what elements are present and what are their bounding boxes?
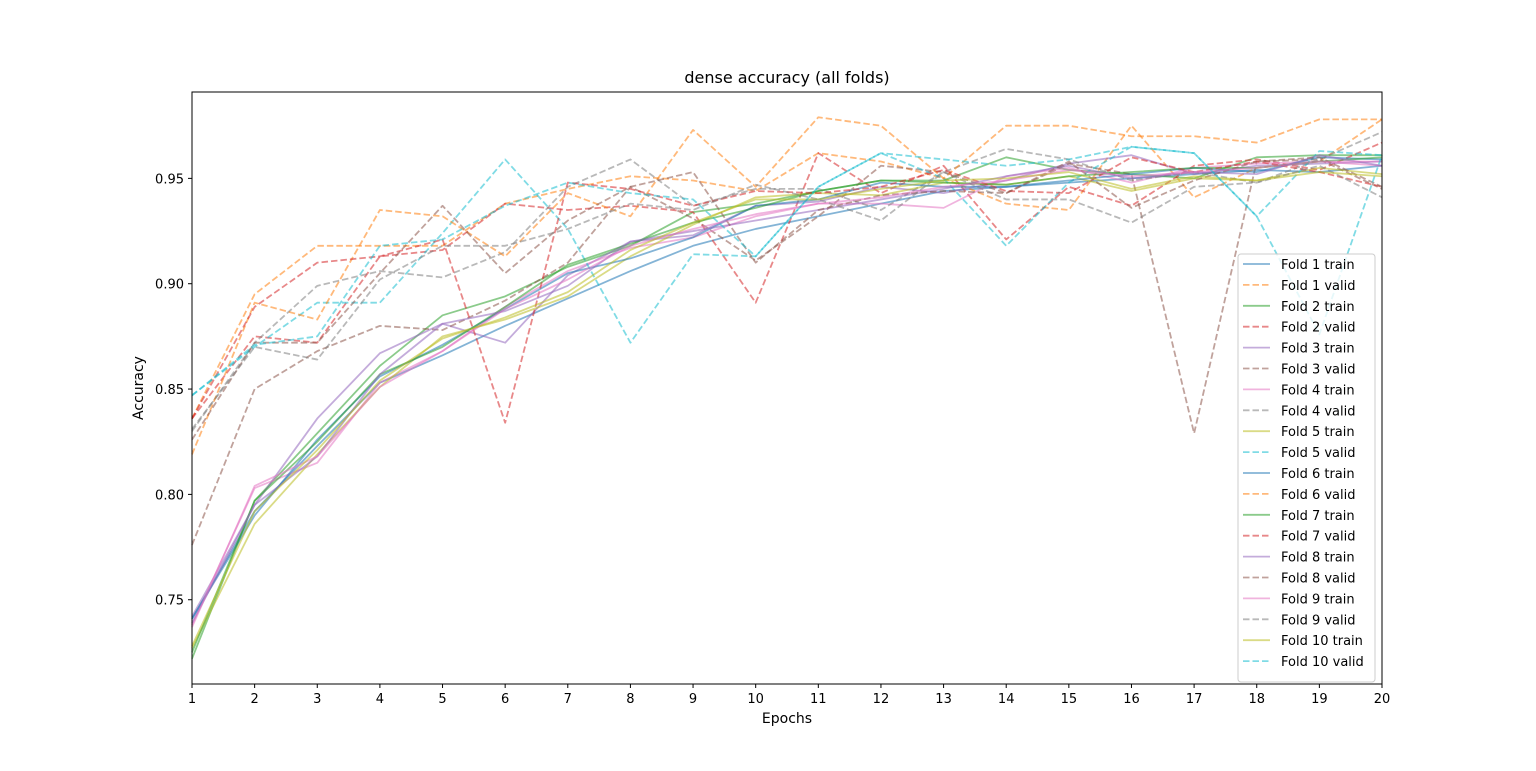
series-line-16 (191, 156, 1383, 441)
series-line-6 (191, 158, 1383, 546)
x-tick-label: 18 (1248, 692, 1265, 707)
legend-label: Fold 10 train (1281, 634, 1363, 649)
legend-label: Fold 8 train (1281, 551, 1355, 566)
x-tick-label: 11 (810, 692, 827, 707)
legend-label: Fold 6 train (1281, 467, 1355, 482)
legend-label: Fold 9 train (1281, 592, 1355, 607)
legend-label: Fold 2 valid (1281, 321, 1356, 336)
x-tick-label: 10 (747, 692, 764, 707)
legend-label: Fold 4 valid (1281, 404, 1356, 419)
x-tick-label: 4 (376, 692, 384, 707)
legend-label: Fold 10 valid (1281, 655, 1364, 670)
x-tick-label: 16 (1123, 692, 1140, 707)
legend-label: Fold 1 valid (1281, 279, 1356, 294)
legend-label: Fold 5 train (1281, 425, 1355, 440)
legend-label: Fold 5 valid (1281, 446, 1356, 461)
series-line-9 (191, 166, 1383, 649)
series-line-12 (191, 116, 1382, 455)
series-line-3 (191, 154, 1382, 660)
x-tick-label: 6 (501, 692, 509, 707)
y-tick-label: 0.85 (155, 383, 184, 398)
series-line-17 (191, 160, 1382, 628)
x-tick-label: 2 (250, 692, 258, 707)
series-line-20 (191, 145, 1383, 397)
x-tick-label: 14 (998, 692, 1015, 707)
x-tick-label: 19 (1311, 692, 1328, 707)
x-tick-label: 20 (1374, 692, 1391, 707)
chart-title: dense accuracy (all folds) (684, 68, 889, 87)
series-line-19 (191, 171, 1383, 647)
x-axis-label: Epochs (762, 711, 812, 727)
y-tick-label: 0.80 (155, 488, 184, 503)
legend-label: Fold 8 valid (1281, 572, 1356, 587)
x-tick-label: 1 (188, 692, 196, 707)
series-line-10 (191, 145, 1383, 397)
x-tick-label: 3 (313, 692, 321, 707)
x-tick-label: 5 (438, 692, 446, 707)
series-line-18 (191, 164, 1383, 430)
legend-label: Fold 7 valid (1281, 530, 1356, 545)
x-tick-label: 7 (564, 692, 572, 707)
x-tick-label: 17 (1186, 692, 1203, 707)
y-tick-label: 0.95 (155, 172, 184, 187)
legend-label: Fold 6 valid (1281, 488, 1356, 503)
x-tick-label: 9 (689, 692, 697, 707)
legend-box (1237, 253, 1376, 683)
y-tick-label: 0.90 (155, 278, 184, 293)
legend-label: Fold 3 valid (1281, 363, 1356, 378)
x-axis: 1 2 3 4 5 6 7 8 9 10 11 12 13 14 15 16 17 18 19 20 (188, 684, 1390, 707)
y-axis-label: Accuracy (131, 356, 147, 420)
plot-lines (191, 116, 1383, 660)
legend-label: Fold 2 train (1281, 300, 1355, 315)
x-tick-label: 8 (626, 692, 634, 707)
x-tick-label: 12 (873, 692, 890, 707)
y-axis: 0.75 0.80 0.85 0.90 0.95 (155, 172, 192, 609)
series-line-13 (191, 156, 1383, 653)
legend-label: Fold 9 valid (1281, 613, 1356, 628)
plot-frame (191, 91, 1383, 685)
legend: Fold 1 train Fold 1 valid Fold 2 train Fold… (1237, 253, 1376, 683)
legend-label: Fold 3 train (1281, 342, 1355, 357)
y-tick-label: 0.75 (155, 594, 184, 609)
x-tick-label: 13 (935, 692, 952, 707)
legend-label: Fold 7 train (1281, 509, 1355, 524)
legend-label: Fold 4 train (1281, 383, 1355, 398)
legend-label: Fold 1 train (1281, 258, 1355, 273)
x-tick-label: 15 (1061, 692, 1078, 707)
